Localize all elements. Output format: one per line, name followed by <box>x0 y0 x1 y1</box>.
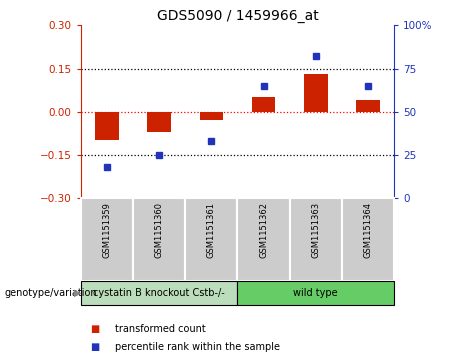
Text: genotype/variation: genotype/variation <box>5 288 97 298</box>
Text: GSM1151361: GSM1151361 <box>207 202 216 258</box>
Title: GDS5090 / 1459966_at: GDS5090 / 1459966_at <box>157 9 318 23</box>
Text: GSM1151362: GSM1151362 <box>259 202 268 258</box>
Bar <box>342 198 394 281</box>
Bar <box>290 198 342 281</box>
Text: GSM1151359: GSM1151359 <box>102 202 111 258</box>
Text: GSM1151360: GSM1151360 <box>154 202 164 258</box>
Text: cystatin B knockout Cstb-/-: cystatin B knockout Cstb-/- <box>93 288 225 298</box>
Bar <box>185 198 237 281</box>
Text: ■: ■ <box>90 323 99 334</box>
Text: GSM1151364: GSM1151364 <box>364 202 372 258</box>
Bar <box>200 112 223 120</box>
Bar <box>252 97 275 112</box>
Bar <box>81 198 133 281</box>
Bar <box>81 281 237 305</box>
Text: wild type: wild type <box>294 288 338 298</box>
Text: ▶: ▶ <box>74 288 81 298</box>
Bar <box>133 198 185 281</box>
Bar <box>95 112 118 140</box>
Text: percentile rank within the sample: percentile rank within the sample <box>115 342 280 352</box>
Text: GSM1151363: GSM1151363 <box>311 202 320 258</box>
Bar <box>237 281 394 305</box>
Bar <box>356 100 380 112</box>
Bar <box>304 74 327 112</box>
Bar <box>148 112 171 132</box>
Text: transformed count: transformed count <box>115 323 206 334</box>
Bar <box>237 198 290 281</box>
Text: ■: ■ <box>90 342 99 352</box>
